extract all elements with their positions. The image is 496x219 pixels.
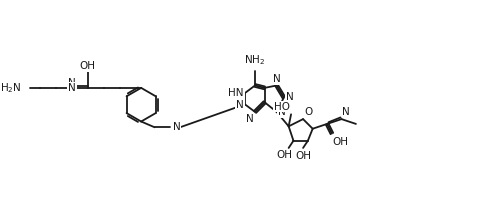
Text: OH: OH xyxy=(333,137,349,147)
Text: N: N xyxy=(247,114,254,124)
Text: OH: OH xyxy=(80,61,96,71)
Text: HO: HO xyxy=(274,102,290,112)
Text: H$_2$N: H$_2$N xyxy=(0,81,22,95)
Text: N: N xyxy=(273,74,281,84)
Text: N: N xyxy=(68,78,76,88)
Text: N: N xyxy=(342,107,350,117)
Text: OH: OH xyxy=(295,151,311,161)
Text: HN: HN xyxy=(229,88,244,98)
Text: N: N xyxy=(236,100,244,110)
Text: N: N xyxy=(68,83,76,93)
Text: OH: OH xyxy=(277,150,293,160)
Text: NH$_2$: NH$_2$ xyxy=(245,53,265,67)
Text: N: N xyxy=(286,92,294,102)
Text: O: O xyxy=(305,107,313,117)
Text: N: N xyxy=(278,107,285,117)
Text: N: N xyxy=(173,122,181,132)
